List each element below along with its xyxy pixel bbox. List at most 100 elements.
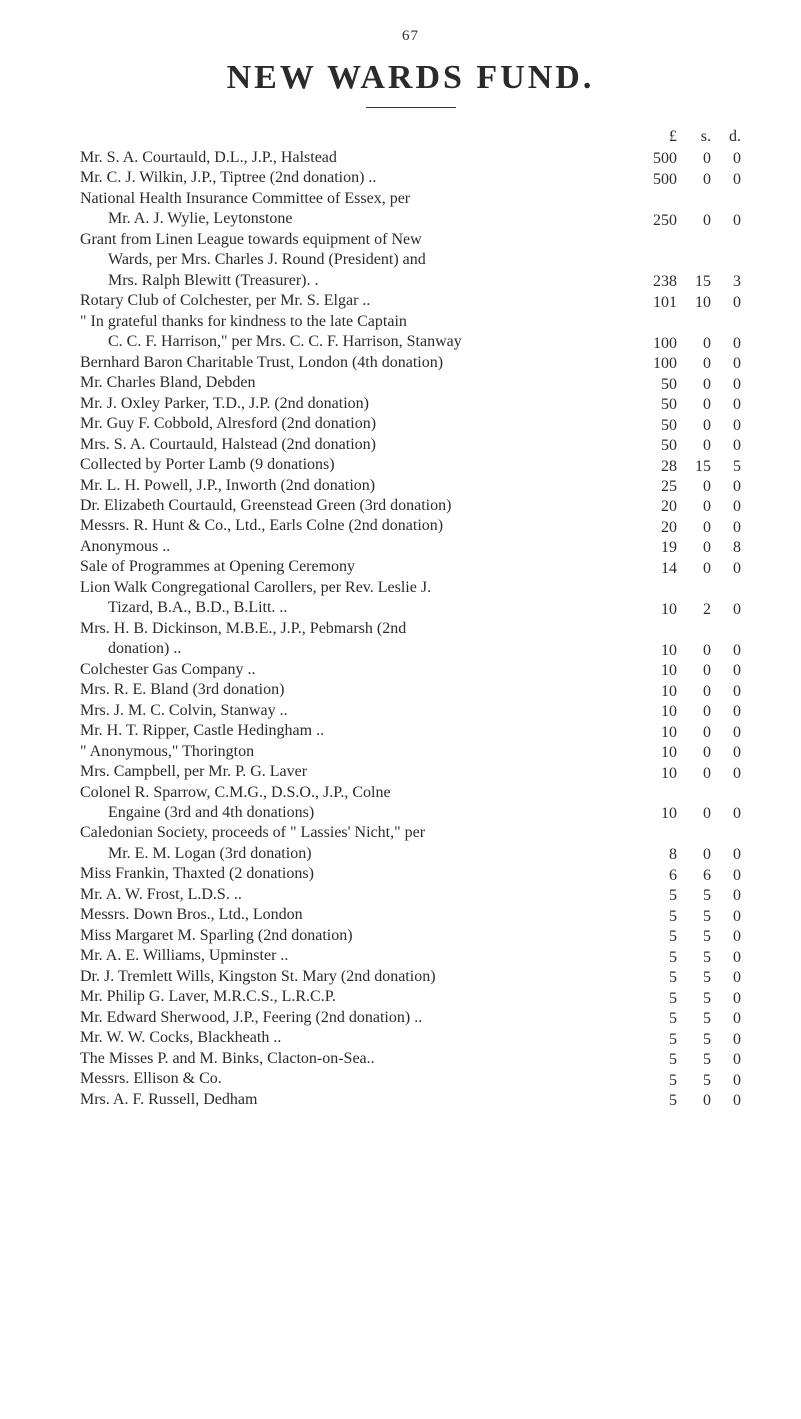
entry-description: Mr. E. M. Logan (3rd donation) bbox=[80, 844, 625, 864]
amount-shillings: 5 bbox=[677, 987, 711, 1007]
amount-pence: 0 bbox=[711, 209, 741, 229]
entry-description: The Misses P. and M. Binks, Clacton-on-S… bbox=[80, 1049, 625, 1069]
amount-pounds: 5 bbox=[625, 926, 677, 946]
entry-description: Mr. Philip G. Laver, M.R.C.S., L.R.C.P. bbox=[80, 987, 625, 1007]
entry-description: Collected by Porter Lamb (9 donations) bbox=[80, 455, 625, 475]
amount-pence: 0 bbox=[711, 1049, 741, 1069]
entry-description: Messrs. Down Bros., Ltd., London bbox=[80, 905, 625, 925]
page-number: 67 bbox=[80, 28, 741, 45]
entry-description: C. C. F. Harrison," per Mrs. C. C. F. Ha… bbox=[80, 332, 625, 352]
amount-pounds: 28 bbox=[625, 455, 677, 475]
amount-pounds: 50 bbox=[625, 435, 677, 455]
amount-pence: 0 bbox=[711, 496, 741, 516]
entry-description: Mr. S. A. Courtauld, D.L., J.P., Halstea… bbox=[80, 148, 625, 168]
amount-pounds: 5 bbox=[625, 885, 677, 905]
currency-header-row: £ s. d. bbox=[80, 128, 741, 148]
amount-pounds bbox=[625, 250, 677, 270]
amount-shillings: 0 bbox=[677, 209, 711, 229]
amount-pence: 0 bbox=[711, 414, 741, 434]
amount-shillings: 5 bbox=[677, 946, 711, 966]
entry-description: Miss Frankin, Thaxted (2 donations) bbox=[80, 864, 625, 884]
amount-shillings: 5 bbox=[677, 1049, 711, 1069]
table-row: Dr. Elizabeth Courtauld, Greenstead Gree… bbox=[80, 496, 741, 516]
amount-pounds: 5 bbox=[625, 905, 677, 925]
amount-shillings: 0 bbox=[677, 680, 711, 700]
amount-pounds: 5 bbox=[625, 967, 677, 987]
amount-pounds: 10 bbox=[625, 803, 677, 823]
amount-pence: 0 bbox=[711, 1008, 741, 1028]
amount-pence bbox=[711, 619, 741, 639]
amount-pence: 0 bbox=[711, 373, 741, 393]
amount-shillings: 0 bbox=[677, 701, 711, 721]
amount-pounds: 10 bbox=[625, 762, 677, 782]
entry-description: Mr. C. J. Wilkin, J.P., Tiptree (2nd don… bbox=[80, 168, 625, 188]
table-row: Miss Frankin, Thaxted (2 donations)660 bbox=[80, 864, 741, 884]
amount-pence: 0 bbox=[711, 660, 741, 680]
amount-shillings: 0 bbox=[677, 721, 711, 741]
amount-pounds: 101 bbox=[625, 291, 677, 311]
table-row: donation) ..1000 bbox=[80, 639, 741, 659]
table-row: Rotary Club of Colchester, per Mr. S. El… bbox=[80, 291, 741, 311]
entry-description: " Anonymous," Thorington bbox=[80, 742, 625, 762]
amount-shillings: 0 bbox=[677, 742, 711, 762]
amount-pounds bbox=[625, 312, 677, 332]
amount-shillings: 2 bbox=[677, 598, 711, 618]
amount-pounds: 10 bbox=[625, 660, 677, 680]
amount-pence bbox=[711, 578, 741, 598]
table-row: Mr. Guy F. Cobbold, Alresford (2nd donat… bbox=[80, 414, 741, 434]
entry-description: Anonymous .. bbox=[80, 537, 625, 557]
amount-pence: 0 bbox=[711, 1090, 741, 1110]
amount-shillings: 0 bbox=[677, 537, 711, 557]
amount-pence: 3 bbox=[711, 271, 741, 291]
amount-pounds bbox=[625, 823, 677, 843]
amount-pence: 0 bbox=[711, 435, 741, 455]
amount-shillings bbox=[677, 250, 711, 270]
amount-pounds: 8 bbox=[625, 844, 677, 864]
table-row: Mr. L. H. Powell, J.P., Inworth (2nd don… bbox=[80, 476, 741, 496]
amount-pence: 0 bbox=[711, 721, 741, 741]
entry-description: Messrs. Ellison & Co. bbox=[80, 1069, 625, 1089]
amount-shillings: 0 bbox=[677, 332, 711, 352]
table-row: Mr. S. A. Courtauld, D.L., J.P., Halstea… bbox=[80, 148, 741, 168]
amount-shillings: 5 bbox=[677, 1069, 711, 1089]
amount-pence: 0 bbox=[711, 803, 741, 823]
amount-pence: 0 bbox=[711, 168, 741, 188]
entry-description: Mr. A. W. Frost, L.D.S. .. bbox=[80, 885, 625, 905]
amount-pence: 0 bbox=[711, 946, 741, 966]
amount-shillings: 0 bbox=[677, 168, 711, 188]
amount-pence: 0 bbox=[711, 762, 741, 782]
table-row: Mrs. Campbell, per Mr. P. G. Laver1000 bbox=[80, 762, 741, 782]
amount-pounds: 19 bbox=[625, 537, 677, 557]
entry-description: Mrs. Ralph Blewitt (Treasurer). . bbox=[80, 271, 625, 291]
table-row: Dr. J. Tremlett Wills, Kingston St. Mary… bbox=[80, 967, 741, 987]
table-row: " Anonymous," Thorington1000 bbox=[80, 742, 741, 762]
amount-pence: 0 bbox=[711, 291, 741, 311]
amount-shillings: 5 bbox=[677, 967, 711, 987]
amount-pence: 0 bbox=[711, 680, 741, 700]
table-row: Sale of Programmes at Opening Ceremony14… bbox=[80, 557, 741, 577]
amount-shillings: 0 bbox=[677, 639, 711, 659]
amount-pence bbox=[711, 230, 741, 250]
table-row: Mr. A. W. Frost, L.D.S. ..550 bbox=[80, 885, 741, 905]
donations-table: £ s. d. Mr. S. A. Courtauld, D.L., J.P.,… bbox=[80, 128, 741, 1110]
amount-pence: 0 bbox=[711, 598, 741, 618]
table-row: National Health Insurance Committee of E… bbox=[80, 189, 741, 209]
amount-shillings: 0 bbox=[677, 394, 711, 414]
amount-pounds bbox=[625, 619, 677, 639]
table-row: Colonel R. Sparrow, C.M.G., D.S.O., J.P.… bbox=[80, 783, 741, 803]
amount-pounds: 10 bbox=[625, 721, 677, 741]
amount-pence: 0 bbox=[711, 885, 741, 905]
amount-pence: 0 bbox=[711, 516, 741, 536]
amount-shillings: 5 bbox=[677, 926, 711, 946]
table-row: " In grateful thanks for kindness to the… bbox=[80, 312, 741, 332]
table-row: Colchester Gas Company ..1000 bbox=[80, 660, 741, 680]
entry-description: Messrs. R. Hunt & Co., Ltd., Earls Colne… bbox=[80, 516, 625, 536]
amount-shillings: 6 bbox=[677, 864, 711, 884]
amount-pence: 0 bbox=[711, 557, 741, 577]
table-row: Mrs. Ralph Blewitt (Treasurer). .238153 bbox=[80, 271, 741, 291]
amount-shillings bbox=[677, 783, 711, 803]
amount-pence: 5 bbox=[711, 455, 741, 475]
table-row: Miss Margaret M. Sparling (2nd donation)… bbox=[80, 926, 741, 946]
amount-shillings: 0 bbox=[677, 660, 711, 680]
amount-shillings: 0 bbox=[677, 844, 711, 864]
